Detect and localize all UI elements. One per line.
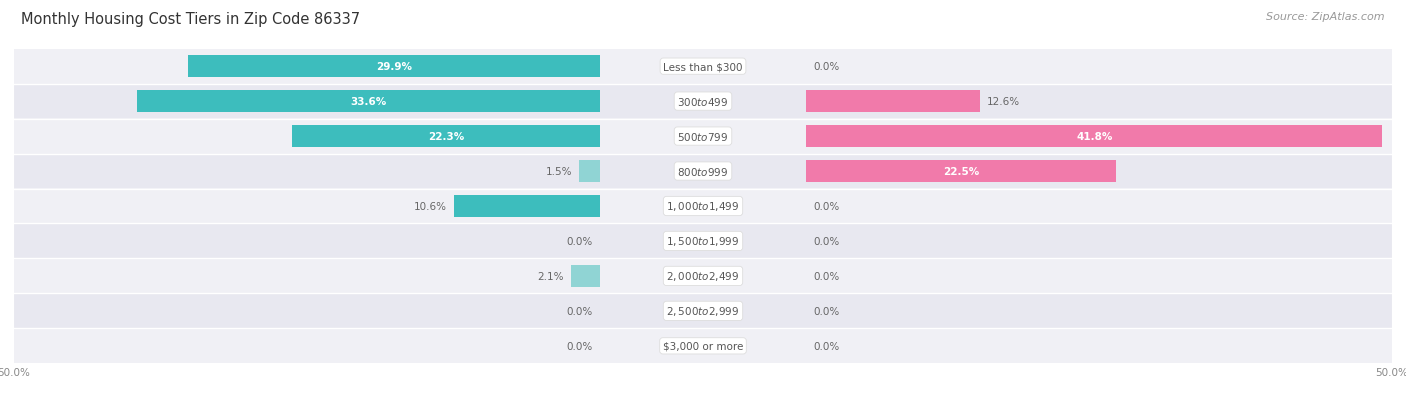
Text: 29.9%: 29.9% bbox=[375, 62, 412, 72]
Text: Monthly Housing Cost Tiers in Zip Code 86337: Monthly Housing Cost Tiers in Zip Code 8… bbox=[21, 12, 360, 27]
Bar bbox=[454, 196, 599, 217]
FancyBboxPatch shape bbox=[14, 259, 1392, 294]
Text: 33.6%: 33.6% bbox=[350, 97, 387, 107]
Text: 0.0%: 0.0% bbox=[813, 271, 839, 281]
Bar bbox=[187, 56, 599, 78]
Text: 22.5%: 22.5% bbox=[943, 166, 980, 177]
Text: 0.0%: 0.0% bbox=[813, 341, 839, 351]
Text: $300 to $499: $300 to $499 bbox=[678, 96, 728, 108]
Bar bbox=[807, 126, 1382, 147]
Bar bbox=[292, 126, 599, 147]
Text: 12.6%: 12.6% bbox=[987, 97, 1019, 107]
Bar bbox=[807, 91, 980, 113]
Text: 0.0%: 0.0% bbox=[813, 306, 839, 316]
FancyBboxPatch shape bbox=[14, 84, 1392, 119]
Text: $3,000 or more: $3,000 or more bbox=[662, 341, 744, 351]
FancyBboxPatch shape bbox=[14, 294, 1392, 329]
FancyBboxPatch shape bbox=[14, 50, 1392, 84]
Text: $1,000 to $1,499: $1,000 to $1,499 bbox=[666, 200, 740, 213]
Text: 1.5%: 1.5% bbox=[546, 166, 572, 177]
Text: $2,000 to $2,499: $2,000 to $2,499 bbox=[666, 270, 740, 283]
FancyBboxPatch shape bbox=[14, 329, 1392, 363]
Text: 10.6%: 10.6% bbox=[413, 202, 447, 211]
Text: 0.0%: 0.0% bbox=[813, 62, 839, 72]
Text: Source: ZipAtlas.com: Source: ZipAtlas.com bbox=[1267, 12, 1385, 22]
FancyBboxPatch shape bbox=[14, 119, 1392, 154]
Bar bbox=[807, 161, 1116, 183]
Bar bbox=[136, 91, 599, 113]
Text: $2,500 to $2,999: $2,500 to $2,999 bbox=[666, 305, 740, 318]
Bar bbox=[571, 266, 599, 287]
Text: 41.8%: 41.8% bbox=[1076, 132, 1112, 142]
Text: $500 to $799: $500 to $799 bbox=[678, 131, 728, 143]
Text: 0.0%: 0.0% bbox=[813, 202, 839, 211]
Text: 22.3%: 22.3% bbox=[427, 132, 464, 142]
FancyBboxPatch shape bbox=[14, 224, 1392, 259]
Text: $1,500 to $1,999: $1,500 to $1,999 bbox=[666, 235, 740, 248]
Bar bbox=[579, 161, 599, 183]
Text: 2.1%: 2.1% bbox=[537, 271, 564, 281]
Text: Less than $300: Less than $300 bbox=[664, 62, 742, 72]
Text: 0.0%: 0.0% bbox=[813, 236, 839, 247]
Text: $800 to $999: $800 to $999 bbox=[678, 166, 728, 178]
FancyBboxPatch shape bbox=[14, 154, 1392, 189]
Text: 0.0%: 0.0% bbox=[567, 236, 593, 247]
FancyBboxPatch shape bbox=[14, 189, 1392, 224]
Text: 0.0%: 0.0% bbox=[567, 306, 593, 316]
Text: 0.0%: 0.0% bbox=[567, 341, 593, 351]
